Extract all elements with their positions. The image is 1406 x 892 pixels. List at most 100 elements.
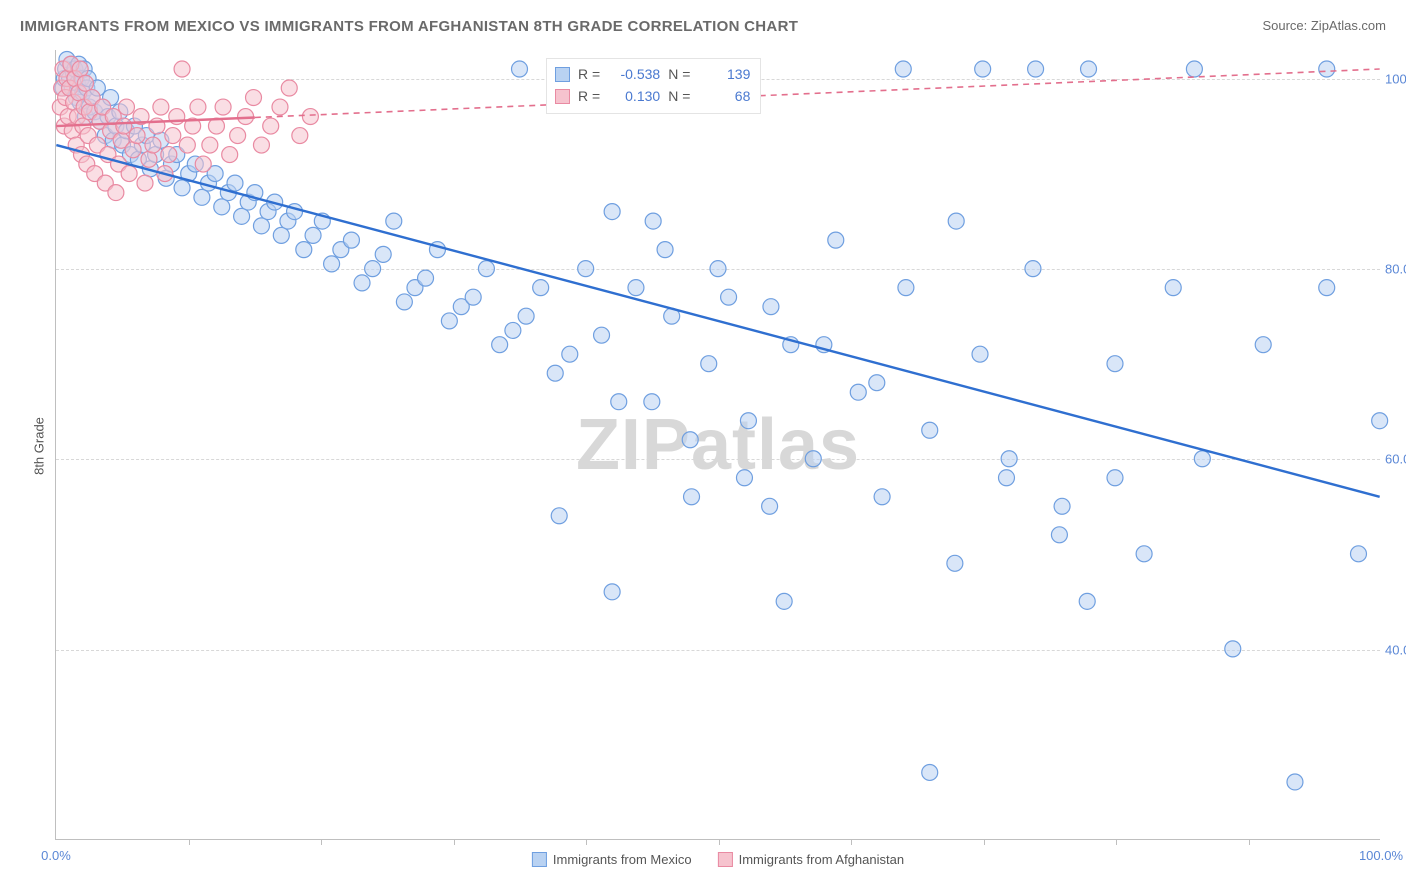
data-point-mexico bbox=[947, 555, 963, 571]
data-point-mexico bbox=[194, 189, 210, 205]
data-point-mexico bbox=[736, 470, 752, 486]
data-point-mexico bbox=[1287, 774, 1303, 790]
legend-item-mexico: Immigrants from Mexico bbox=[532, 852, 692, 867]
data-point-mexico bbox=[1186, 61, 1202, 77]
data-point-mexico bbox=[365, 261, 381, 277]
data-point-mexico bbox=[1136, 546, 1152, 562]
data-point-mexico bbox=[922, 764, 938, 780]
data-point-mexico bbox=[1107, 356, 1123, 372]
data-point-mexico bbox=[227, 175, 243, 191]
data-point-mexico bbox=[828, 232, 844, 248]
data-point-mexico bbox=[682, 432, 698, 448]
data-point-mexico bbox=[776, 593, 792, 609]
data-point-mexico bbox=[273, 227, 289, 243]
data-point-afghanistan bbox=[292, 128, 308, 144]
x-tick bbox=[454, 839, 455, 845]
x-tick bbox=[1249, 839, 1250, 845]
data-point-mexico bbox=[562, 346, 578, 362]
data-point-afghanistan bbox=[121, 166, 137, 182]
data-point-mexico bbox=[1165, 280, 1181, 296]
y-axis-label: 8th Grade bbox=[31, 417, 46, 475]
data-point-mexico bbox=[1051, 527, 1067, 543]
data-point-afghanistan bbox=[202, 137, 218, 153]
data-point-afghanistan bbox=[195, 156, 211, 172]
data-point-mexico bbox=[578, 261, 594, 277]
data-point-afghanistan bbox=[190, 99, 206, 115]
data-point-mexico bbox=[948, 213, 964, 229]
data-point-afghanistan bbox=[230, 128, 246, 144]
legend-item-afghanistan: Immigrants from Afghanistan bbox=[718, 852, 904, 867]
data-point-mexico bbox=[710, 261, 726, 277]
data-point-mexico bbox=[1079, 593, 1095, 609]
data-point-mexico bbox=[701, 356, 717, 372]
data-point-afghanistan bbox=[153, 99, 169, 115]
data-point-mexico bbox=[1225, 641, 1241, 657]
data-point-afghanistan bbox=[77, 75, 93, 91]
x-tick bbox=[984, 839, 985, 845]
stats-n-value-mexico: 139 bbox=[698, 63, 750, 85]
data-point-mexico bbox=[684, 489, 700, 505]
data-point-mexico bbox=[174, 180, 190, 196]
data-point-mexico bbox=[762, 498, 778, 514]
data-point-afghanistan bbox=[141, 151, 157, 167]
stats-r-label: R = bbox=[578, 85, 600, 107]
data-point-mexico bbox=[1025, 261, 1041, 277]
chart-title: IMMIGRANTS FROM MEXICO VS IMMIGRANTS FRO… bbox=[20, 18, 798, 35]
data-point-afghanistan bbox=[137, 175, 153, 191]
data-point-mexico bbox=[551, 508, 567, 524]
data-point-mexico bbox=[763, 299, 779, 315]
stats-r-value-afghanistan: 0.130 bbox=[608, 85, 660, 107]
trend-line-mexico bbox=[56, 145, 1379, 497]
data-point-mexico bbox=[1054, 498, 1070, 514]
y-tick-label: 80.0% bbox=[1385, 261, 1406, 276]
data-point-mexico bbox=[922, 422, 938, 438]
data-point-mexico bbox=[1028, 61, 1044, 77]
data-point-mexico bbox=[874, 489, 890, 505]
data-point-afghanistan bbox=[263, 118, 279, 134]
data-point-afghanistan bbox=[125, 142, 141, 158]
x-tick-label: 100.0% bbox=[1359, 848, 1403, 863]
data-point-afghanistan bbox=[145, 137, 161, 153]
data-point-afghanistan bbox=[72, 61, 88, 77]
data-point-mexico bbox=[611, 394, 627, 410]
plot-area: ZIPatlas 40.0%60.0%80.0%100.0% 0.0%100.0… bbox=[55, 50, 1380, 840]
data-point-mexico bbox=[604, 584, 620, 600]
x-tick-label: 0.0% bbox=[41, 848, 71, 863]
data-point-mexico bbox=[740, 413, 756, 429]
data-point-mexico bbox=[1001, 451, 1017, 467]
data-point-afghanistan bbox=[165, 128, 181, 144]
data-point-mexico bbox=[604, 204, 620, 220]
x-tick bbox=[189, 839, 190, 845]
data-point-mexico bbox=[1081, 61, 1097, 77]
data-point-mexico bbox=[657, 242, 673, 258]
y-tick-label: 60.0% bbox=[1385, 452, 1406, 467]
data-point-mexico bbox=[805, 451, 821, 467]
legend-bottom: Immigrants from Mexico Immigrants from A… bbox=[532, 852, 904, 867]
swatch-mexico bbox=[555, 67, 570, 82]
y-tick-label: 40.0% bbox=[1385, 642, 1406, 657]
data-point-afghanistan bbox=[179, 137, 195, 153]
data-point-mexico bbox=[1350, 546, 1366, 562]
data-point-mexico bbox=[343, 232, 359, 248]
data-point-afghanistan bbox=[302, 109, 318, 125]
data-point-mexico bbox=[465, 289, 481, 305]
source-name: ZipAtlas.com bbox=[1311, 18, 1386, 33]
data-point-afghanistan bbox=[246, 90, 262, 106]
legend-label-afghanistan: Immigrants from Afghanistan bbox=[739, 852, 904, 867]
data-point-mexico bbox=[1372, 413, 1388, 429]
data-point-mexico bbox=[547, 365, 563, 381]
data-point-mexico bbox=[628, 280, 644, 296]
data-point-mexico bbox=[721, 289, 737, 305]
data-point-afghanistan bbox=[174, 61, 190, 77]
stats-row-afghanistan: R = 0.130 N = 68 bbox=[555, 85, 750, 107]
stats-n-label: N = bbox=[668, 63, 690, 85]
data-point-mexico bbox=[972, 346, 988, 362]
data-point-mexico bbox=[375, 246, 391, 262]
data-point-afghanistan bbox=[118, 99, 134, 115]
data-point-mexico bbox=[214, 199, 230, 215]
data-point-mexico bbox=[324, 256, 340, 272]
data-point-mexico bbox=[492, 337, 508, 353]
data-point-mexico bbox=[533, 280, 549, 296]
swatch-afghanistan bbox=[555, 89, 570, 104]
data-point-afghanistan bbox=[253, 137, 269, 153]
